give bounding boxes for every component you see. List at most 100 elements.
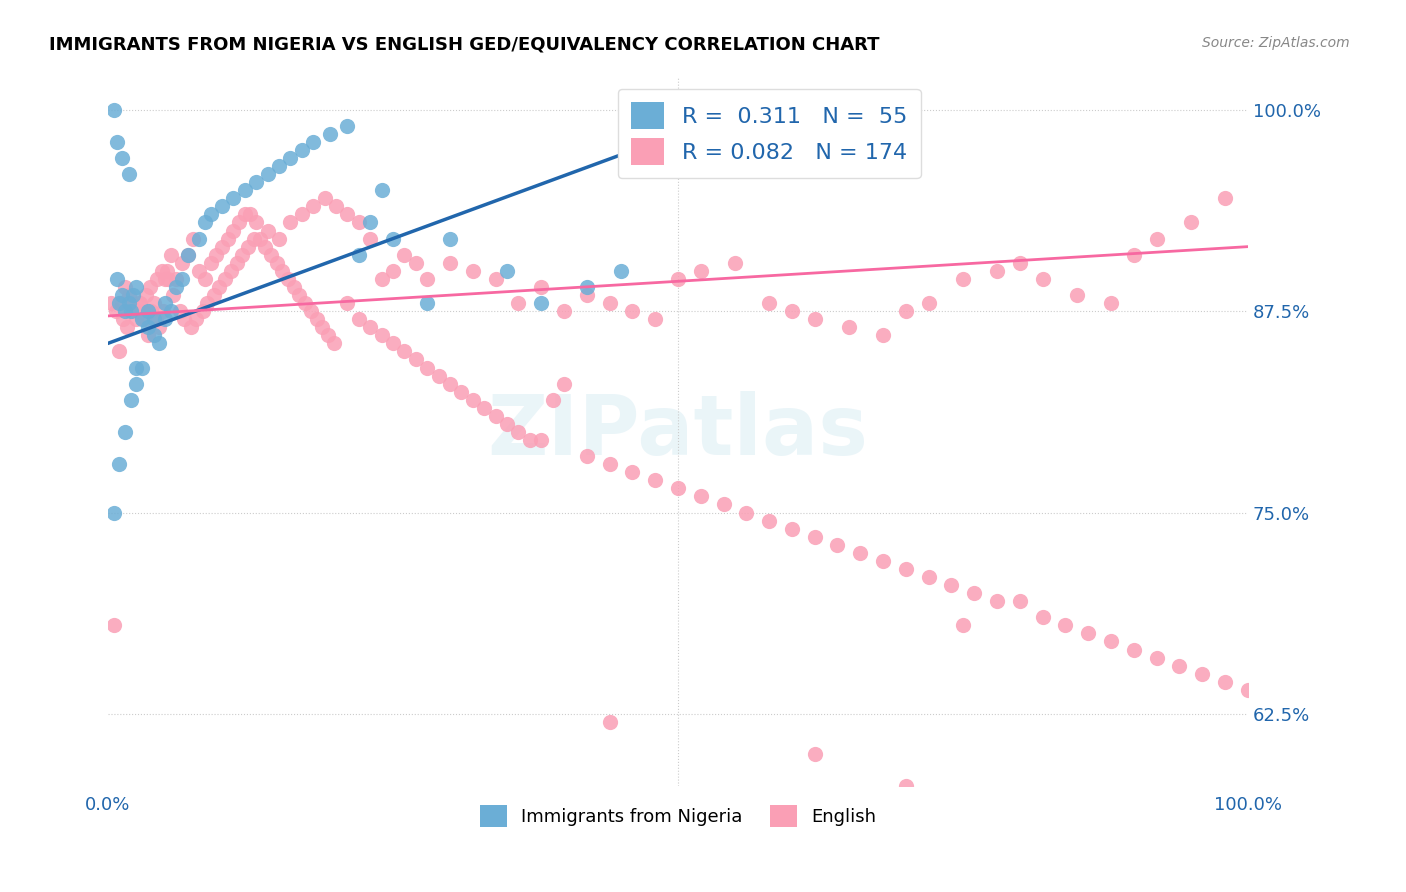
Point	[1054, 618, 1077, 632]
Point	[347, 248, 370, 262]
Point	[827, 538, 849, 552]
Point	[180, 320, 202, 334]
Point	[152, 304, 174, 318]
Point	[336, 207, 359, 221]
Point	[347, 312, 370, 326]
Point	[111, 151, 134, 165]
Point	[194, 215, 217, 229]
Point	[267, 231, 290, 245]
Point	[111, 288, 134, 302]
Point	[217, 231, 239, 245]
Point	[131, 312, 153, 326]
Point	[156, 264, 179, 278]
Point	[553, 304, 575, 318]
Point	[780, 304, 803, 318]
Point	[724, 256, 747, 270]
Point	[439, 231, 461, 245]
Point	[125, 280, 148, 294]
Point	[108, 457, 131, 471]
Point	[416, 272, 439, 286]
Point	[139, 280, 162, 294]
Point	[103, 506, 125, 520]
Point	[918, 296, 941, 310]
Point	[450, 384, 472, 399]
Point	[148, 320, 170, 334]
Point	[111, 312, 134, 326]
Point	[1122, 248, 1144, 262]
Point	[100, 296, 122, 310]
Point	[439, 256, 461, 270]
Point	[461, 264, 484, 278]
Point	[394, 344, 416, 359]
Point	[108, 344, 131, 359]
Point	[202, 288, 225, 302]
Point	[271, 264, 294, 278]
Point	[416, 360, 439, 375]
Point	[305, 312, 328, 326]
Point	[222, 223, 245, 237]
Point	[103, 103, 125, 117]
Point	[849, 546, 872, 560]
Point	[381, 264, 404, 278]
Point	[381, 231, 404, 245]
Point	[575, 449, 598, 463]
Point	[245, 175, 267, 189]
Point	[496, 417, 519, 431]
Point	[117, 167, 139, 181]
Point	[311, 320, 333, 334]
Point	[188, 264, 211, 278]
Point	[291, 143, 314, 157]
Point	[233, 183, 256, 197]
Text: IMMIGRANTS FROM NIGERIA VS ENGLISH GED/EQUIVALENCY CORRELATION CHART: IMMIGRANTS FROM NIGERIA VS ENGLISH GED/E…	[49, 36, 880, 54]
Point	[150, 264, 173, 278]
Point	[952, 618, 974, 632]
Point	[136, 328, 159, 343]
Point	[381, 336, 404, 351]
Point	[735, 506, 758, 520]
Point	[484, 409, 506, 423]
Point	[1146, 231, 1168, 245]
Point	[530, 296, 553, 310]
Point	[508, 296, 530, 310]
Point	[370, 272, 392, 286]
Point	[114, 425, 136, 439]
Point	[894, 562, 917, 576]
Point	[108, 296, 131, 310]
Point	[894, 304, 917, 318]
Point	[120, 304, 142, 318]
Point	[780, 522, 803, 536]
Point	[1008, 256, 1031, 270]
Point	[136, 304, 159, 318]
Point	[1191, 666, 1213, 681]
Point	[104, 304, 127, 318]
Point	[117, 296, 139, 310]
Point	[205, 248, 228, 262]
Point	[169, 304, 191, 318]
Point	[336, 119, 359, 133]
Point	[245, 215, 267, 229]
Point	[177, 248, 200, 262]
Point	[918, 570, 941, 584]
Point	[314, 191, 336, 205]
Point	[427, 368, 450, 383]
Point	[114, 304, 136, 318]
Point	[122, 304, 145, 318]
Point	[484, 272, 506, 286]
Point	[1099, 634, 1122, 648]
Point	[153, 296, 176, 310]
Point	[472, 401, 495, 415]
Point	[280, 215, 302, 229]
Point	[302, 135, 325, 149]
Point	[136, 320, 159, 334]
Point	[359, 320, 381, 334]
Point	[266, 256, 288, 270]
Point	[599, 714, 621, 729]
Point	[439, 376, 461, 391]
Point	[1099, 296, 1122, 310]
Point	[225, 256, 247, 270]
Point	[103, 618, 125, 632]
Point	[134, 312, 156, 326]
Point	[1008, 594, 1031, 608]
Point	[249, 231, 271, 245]
Point	[599, 457, 621, 471]
